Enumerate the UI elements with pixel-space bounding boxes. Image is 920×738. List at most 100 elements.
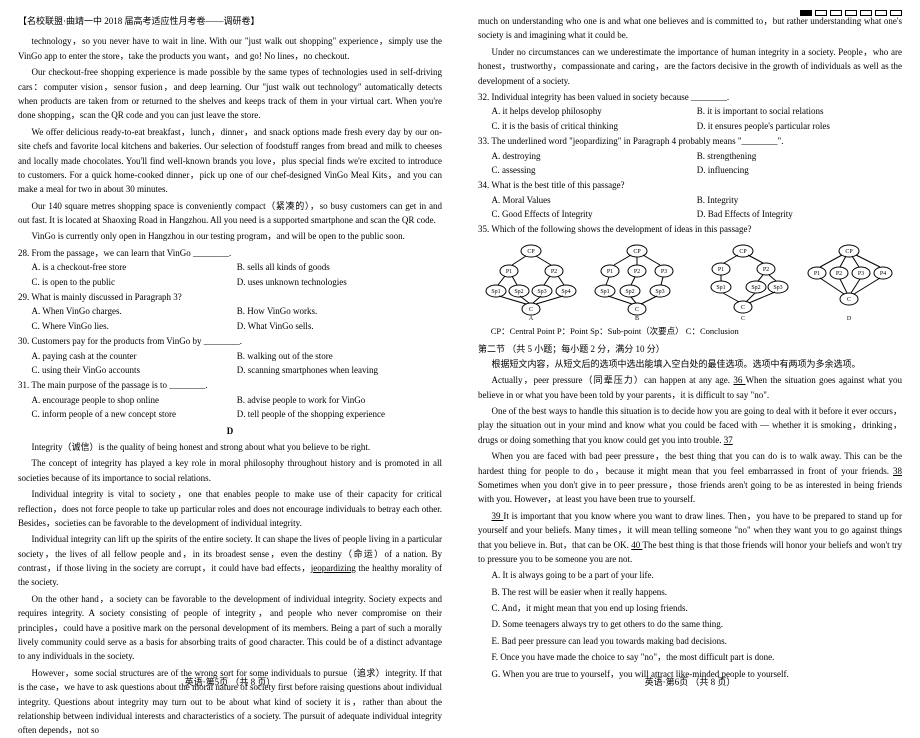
page-5: 【名校联盟·曲靖一中 2018 届高考适应性月考卷——调研卷】 technolo… [0,0,460,695]
question-29: 29. What is mainly discussed in Paragrap… [18,290,442,304]
svg-text:Sp1: Sp1 [600,289,609,295]
body-text: On the other hand，a society can be favor… [18,592,442,664]
svg-text:Sp2: Sp2 [514,289,523,295]
section-2-instructions: 根据短文内容，从短文后的选项中选出能填入空白处的最佳选项。选项中有两项为多余选项… [478,357,902,371]
question-34-options: A. Moral Values B. Integrity C. Good Eff… [492,193,903,222]
svg-text:P2: P2 [835,271,841,277]
mark-icon [830,10,842,16]
page-marks [800,10,902,16]
svg-text:C: C [740,316,744,321]
option: D. influencing [697,163,902,177]
option: B. it is important to social relations [697,104,902,118]
option: C. Good Effects of Integrity [492,207,697,221]
svg-text:CP: CP [527,249,535,255]
option: C. inform people of a new concept store [32,407,237,421]
mark-icon [815,10,827,16]
svg-text:P1: P1 [606,269,612,275]
svg-text:B: B [634,316,638,321]
option: C. And，it might mean that you end up los… [492,601,903,615]
option: F. Once you have made the choice to say … [492,650,903,664]
question-28: 28. From the passage，we can learn that V… [18,246,442,260]
option: A. When VinGo charges. [32,304,237,318]
question-31: 31. The main purpose of the passage is t… [18,378,442,392]
option: C. is open to the public [32,275,237,289]
page-header: 【名校联盟·曲靖一中 2018 届高考适应性月考卷——调研卷】 [18,14,442,28]
option: D. Bad Effects of Integrity [697,207,902,221]
blank-37: 37 [724,435,733,445]
page-footer: 英语·第5页 （共 8 页） [0,675,460,689]
svg-text:Sp3: Sp3 [537,289,546,295]
question-29-options: A. When VinGo charges. B. How VinGo work… [32,304,443,333]
body-text: 39 It is important that you know where y… [478,509,902,567]
question-31-options: A. encourage people to shop online B. ad… [32,393,443,422]
page-footer: 英语·第6页 （共 8 页） [460,675,920,689]
svg-text:C: C [740,305,744,311]
option: B. strengthening [697,149,902,163]
svg-text:Sp3: Sp3 [773,285,782,291]
question-30: 30. Customers pay for the products from … [18,334,442,348]
svg-text:Sp4: Sp4 [561,289,570,295]
svg-text:P4: P4 [879,271,885,277]
option: A. destroying [492,149,697,163]
option: A. is a checkout-free store [32,260,237,274]
blank-40: 40 [631,540,642,550]
svg-text:Sp1: Sp1 [491,289,500,295]
option: C. assessing [492,163,697,177]
option: D. Some teenagers always try to get othe… [492,617,903,631]
svg-text:C: C [846,297,850,303]
svg-text:P2: P2 [762,267,768,273]
body-text: Our 140 square metres shopping space is … [18,199,442,228]
question-32: 32. Individual integrity has been valued… [478,90,902,104]
svg-text:P2: P2 [550,269,556,275]
option: A. paying cash at the counter [32,349,237,363]
body-text: much on understanding who one is and wha… [478,14,902,43]
body-text: Integrity（诚信）is the quality of being hon… [18,440,442,454]
svg-text:CP: CP [633,249,641,255]
svg-text:Sp1: Sp1 [716,285,725,291]
diagram-c: CP P1 P2 Sp1 Sp2 Sp3 C C [696,241,791,321]
diagram-b: CP P1 P2 P3 Sp1 Sp2 Sp3 C B [590,241,685,321]
question-28-options: A. is a checkout-free store B. sells all… [32,260,443,289]
option: B. walking out of the store [237,349,442,363]
svg-text:CP: CP [739,249,747,255]
option: D. tell people of the shopping experienc… [237,407,442,421]
mark-icon [845,10,857,16]
svg-text:D: D [846,316,851,321]
body-text: Individual integrity is vital to society… [18,487,442,530]
svg-text:Sp2: Sp2 [625,289,634,295]
question-30-options: A. paying cash at the counter B. walking… [32,349,443,378]
svg-text:C: C [528,307,532,313]
option: B. The rest will be easier when it reall… [492,585,903,599]
body-text: Under no circumstances can we underestim… [478,45,902,88]
svg-text:Sp2: Sp2 [751,285,760,291]
option: D. scanning smartphones when leaving [237,363,442,377]
svg-text:P3: P3 [857,271,863,277]
option: A. it helps develop philosophy [492,104,697,118]
option: B. How VinGo works. [237,304,442,318]
diagram-a: CP P1 P2 Sp1 Sp2 Sp3 Sp4 C A [484,241,579,321]
diagram-d: CP P1 P2 P3 P4 C D [802,241,897,321]
body-text: VinGo is currently only open in Hangzhou… [18,229,442,243]
option: D. What VinGo sells. [237,319,442,333]
option: B. advise people to work for VinGo [237,393,442,407]
svg-text:A: A [528,316,533,321]
option: B. Integrity [697,193,902,207]
body-text: When you are faced with bad peer pressur… [478,449,902,507]
option: C. Where VinGo lies. [32,319,237,333]
body-text: The concept of integrity has played a ke… [18,456,442,485]
svg-text:P3: P3 [660,269,666,275]
option: A. Moral Values [492,193,697,207]
body-text: We offer delicious ready-to-eat breakfas… [18,125,442,197]
option: D. uses unknown technologies [237,275,442,289]
svg-text:CP: CP [845,249,853,255]
option: D. it ensures people's particular roles [697,119,902,133]
question-33: 33. The underlined word "jeopardizing" i… [478,134,902,148]
blank-36: 36 [733,375,745,385]
question-34: 34. What is the best title of this passa… [478,178,902,192]
question-35: 35. Which of the following shows the dev… [478,222,902,236]
mark-icon [875,10,887,16]
svg-text:Sp3: Sp3 [655,289,664,295]
page-6: much on understanding who one is and wha… [460,0,920,695]
body-text: Our checkout-free shopping experience is… [18,65,442,123]
section-2-title: 第二节 （共 5 小题；每小题 2 分，满分 10 分） [478,342,902,356]
